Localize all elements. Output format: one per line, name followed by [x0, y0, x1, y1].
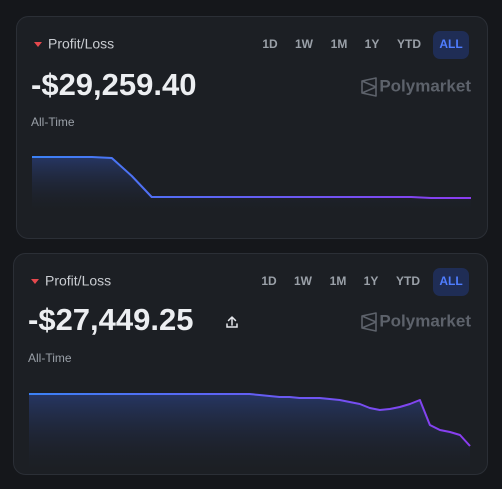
share-icon[interactable]: [226, 315, 238, 328]
pnl-area: [29, 394, 470, 470]
brand-logo: [361, 312, 377, 332]
range-button[interactable]: 1D: [262, 37, 278, 51]
range-button[interactable]: 1M: [331, 37, 348, 51]
down-indicator: [34, 42, 42, 47]
period-label: All-Time: [28, 351, 72, 365]
range-button[interactable]: YTD: [397, 37, 421, 51]
range-button[interactable]: 1Y: [365, 37, 380, 51]
pnl-amount: -$29,259.40: [31, 67, 196, 102]
pnl-line: [29, 393, 471, 447]
logo-mark: [361, 312, 377, 332]
range-button[interactable]: 1W: [294, 274, 313, 288]
period-label: All-Time: [31, 115, 75, 129]
range-button[interactable]: 1D: [261, 274, 277, 288]
card-label: Profit/Loss: [45, 273, 111, 289]
pnl-line: [32, 156, 471, 199]
range-button[interactable]: ALL: [439, 37, 462, 51]
range-button[interactable]: ALL: [439, 274, 462, 288]
brand-name: Polymarket: [379, 76, 471, 95]
down-indicator: [31, 279, 39, 284]
brand-logo: [361, 77, 377, 97]
logo-mark: [361, 77, 377, 97]
range-active-bg: [433, 268, 469, 296]
range-button[interactable]: 1M: [330, 274, 347, 288]
brand-name: Polymarket: [379, 311, 471, 330]
range-button[interactable]: 1W: [295, 37, 314, 51]
range-active-bg: [433, 31, 469, 59]
pnl-amount: -$27,449.25: [28, 302, 193, 337]
range-button[interactable]: YTD: [396, 274, 420, 288]
range-button[interactable]: 1Y: [364, 274, 379, 288]
pnl-area: [32, 157, 471, 210]
card-label: Profit/Loss: [48, 36, 114, 52]
